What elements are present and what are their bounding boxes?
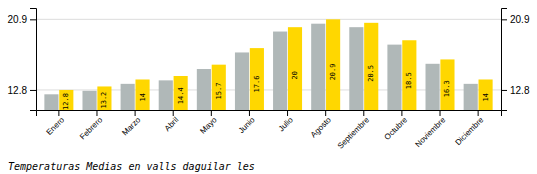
- bar-series: [59, 19, 492, 110]
- axis-line: [502, 9, 508, 111]
- tick: 20.9: [501, 14, 530, 25]
- data-label: 20.9: [329, 63, 337, 80]
- data-label: 14: [139, 93, 147, 101]
- chart: 12.8 13.2 14 14.4 15.7 17.6 20 20.9 20.5 18.5 16.3…: [0, 0, 537, 174]
- axis-line: [30, 9, 37, 111]
- bar: [82, 91, 96, 110]
- bar: [250, 48, 264, 110]
- bar: [464, 84, 478, 110]
- bar: [288, 27, 302, 110]
- bar: [426, 64, 440, 110]
- data-label: 15.7: [215, 83, 223, 100]
- bar: [159, 80, 173, 110]
- tick-label: Octubre: [383, 115, 410, 142]
- data-label: 17.6: [253, 76, 261, 93]
- tick-label: Junio: [237, 115, 257, 135]
- grid-line: [36, 19, 501, 20]
- tick: Enero: [45, 110, 67, 137]
- tick: Junio: [237, 110, 257, 135]
- tick-label: Diciembre: [454, 115, 486, 147]
- bar: [121, 84, 135, 110]
- tick-label: 20.9: [8, 14, 28, 25]
- bar: [97, 86, 111, 110]
- tick: Septiembre: [336, 110, 372, 151]
- bar: [364, 23, 378, 110]
- axis-line: [37, 111, 502, 117]
- data-labels: 12.8 13.2 14 14.4 15.7 17.6 20 20.9 20.5 18.5 16.3…: [62, 63, 489, 110]
- tick-label: Agosto: [309, 115, 333, 139]
- data-label: 16.3: [443, 80, 451, 97]
- tick: Diciembre: [454, 110, 486, 147]
- bar: [59, 90, 73, 110]
- tick: Marzo: [120, 110, 142, 137]
- bar: [387, 45, 401, 110]
- plot: 12.8 13.2 14 14.4 15.7 17.6 20 20.9 20.5 18.5 16.3…: [8, 9, 530, 151]
- tick-label: Mayo: [198, 115, 219, 136]
- data-label: 13.2: [100, 92, 108, 109]
- tick: Febrero: [78, 110, 105, 142]
- data-label: 14: [482, 93, 490, 101]
- tick-label: Febrero: [78, 115, 105, 142]
- tick: Noviembre: [414, 110, 448, 149]
- y-axis-right: 12.8 20.9: [501, 9, 530, 111]
- bar: [326, 19, 340, 110]
- tick-mark: [501, 90, 507, 91]
- bar: [135, 79, 149, 110]
- bar: [479, 79, 493, 110]
- data-label: 20.5: [367, 65, 375, 82]
- bars: [44, 19, 492, 110]
- tick: Agosto: [309, 110, 333, 139]
- tick-mark: [501, 19, 507, 20]
- bar: [311, 24, 325, 110]
- tick-mark: [30, 90, 36, 91]
- bar: [440, 59, 454, 110]
- bar: [349, 27, 363, 110]
- tick-label: 12.8: [8, 85, 28, 96]
- tick-label: Marzo: [120, 115, 142, 137]
- tick: 12.8: [501, 85, 530, 96]
- data-label: 18.5: [405, 72, 413, 89]
- bar: [273, 32, 287, 110]
- tick: Abril: [163, 110, 181, 133]
- bar-series: [44, 24, 477, 110]
- tick-label: 20.9: [510, 14, 530, 25]
- tick-mark: [30, 19, 36, 20]
- tick: Julio: [277, 110, 295, 133]
- data-label: 14.4: [177, 87, 185, 104]
- data-label: 12.8: [62, 93, 70, 110]
- tick-label: 12.8: [510, 85, 530, 96]
- tick-label: Noviembre: [414, 115, 448, 149]
- tick: Octubre: [383, 110, 410, 142]
- bar: [174, 76, 188, 110]
- bar: [44, 94, 58, 110]
- bar: [402, 40, 416, 110]
- tick: 20.9: [8, 14, 36, 25]
- bar: [197, 69, 211, 110]
- tick-label: Septiembre: [336, 115, 372, 151]
- tick-label: Abril: [163, 115, 181, 133]
- tick: 12.8: [8, 85, 36, 96]
- x-axis: Enero Febrero Marzo Abril Mayo Junio Julio Agos…: [37, 110, 502, 151]
- tick-label: Enero: [45, 115, 67, 137]
- bar: [212, 65, 226, 110]
- y-axis: 12.8 20.9: [8, 9, 37, 111]
- tick-label: Julio: [277, 115, 295, 133]
- tick: Mayo: [198, 110, 219, 136]
- title: Temperaturas Medias en valls daguilar le…: [8, 161, 255, 172]
- data-label: 20: [291, 71, 299, 79]
- bar: [235, 52, 249, 110]
